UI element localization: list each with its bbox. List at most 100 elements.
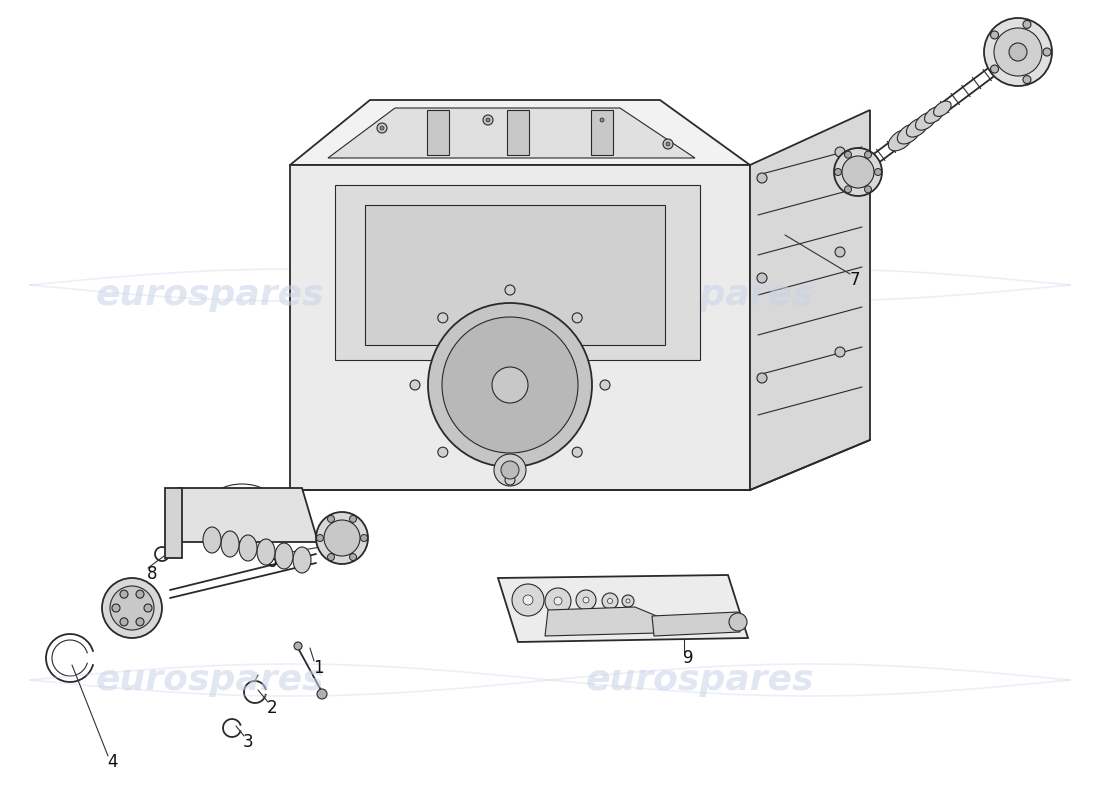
- Polygon shape: [290, 100, 750, 165]
- Circle shape: [438, 313, 448, 323]
- Circle shape: [600, 380, 610, 390]
- Circle shape: [626, 599, 630, 603]
- Circle shape: [984, 18, 1052, 86]
- Text: 2: 2: [266, 699, 277, 717]
- Circle shape: [994, 28, 1042, 76]
- Circle shape: [486, 118, 490, 122]
- Circle shape: [1009, 43, 1027, 61]
- Text: eurospares: eurospares: [96, 663, 324, 697]
- Circle shape: [1043, 48, 1050, 56]
- Ellipse shape: [204, 527, 221, 553]
- Circle shape: [328, 515, 334, 522]
- Circle shape: [317, 534, 323, 542]
- Circle shape: [990, 31, 999, 39]
- Text: eurospares: eurospares: [585, 663, 814, 697]
- Polygon shape: [328, 108, 695, 158]
- Circle shape: [757, 173, 767, 183]
- Circle shape: [874, 169, 881, 175]
- Circle shape: [512, 584, 544, 616]
- Circle shape: [350, 554, 356, 561]
- Ellipse shape: [239, 535, 257, 561]
- Circle shape: [136, 618, 144, 626]
- Circle shape: [602, 593, 618, 609]
- Circle shape: [317, 689, 327, 699]
- Ellipse shape: [906, 118, 928, 137]
- Circle shape: [500, 461, 519, 479]
- Polygon shape: [750, 110, 870, 490]
- Text: 3: 3: [243, 733, 253, 751]
- Circle shape: [522, 595, 534, 605]
- Bar: [507, 110, 529, 155]
- Polygon shape: [652, 612, 740, 636]
- Circle shape: [120, 590, 128, 598]
- Polygon shape: [544, 607, 695, 636]
- Circle shape: [294, 642, 302, 650]
- Text: 7: 7: [849, 271, 860, 289]
- Ellipse shape: [934, 101, 952, 117]
- Text: eurospares: eurospares: [585, 278, 814, 312]
- Circle shape: [494, 454, 526, 486]
- Circle shape: [110, 586, 154, 630]
- Circle shape: [600, 118, 604, 122]
- Circle shape: [572, 313, 582, 323]
- Text: 5: 5: [222, 529, 233, 547]
- Circle shape: [483, 115, 493, 125]
- Circle shape: [505, 285, 515, 295]
- Text: 9: 9: [683, 649, 693, 667]
- Circle shape: [492, 367, 528, 403]
- Circle shape: [438, 447, 448, 457]
- Circle shape: [316, 512, 369, 564]
- Polygon shape: [165, 488, 182, 558]
- Circle shape: [572, 447, 582, 457]
- Polygon shape: [498, 575, 748, 642]
- Circle shape: [729, 613, 747, 631]
- Circle shape: [842, 156, 874, 188]
- Bar: [591, 110, 613, 155]
- Bar: [427, 110, 449, 155]
- Polygon shape: [290, 165, 750, 490]
- Circle shape: [120, 618, 128, 626]
- Text: 6: 6: [266, 553, 277, 571]
- Circle shape: [845, 186, 851, 193]
- Circle shape: [576, 590, 596, 610]
- Polygon shape: [365, 205, 666, 345]
- Circle shape: [990, 65, 999, 73]
- Circle shape: [757, 373, 767, 383]
- Circle shape: [136, 590, 144, 598]
- Circle shape: [1023, 21, 1031, 29]
- Circle shape: [757, 273, 767, 283]
- Circle shape: [835, 247, 845, 257]
- Polygon shape: [178, 488, 318, 542]
- Circle shape: [621, 595, 634, 607]
- Ellipse shape: [898, 124, 921, 144]
- Polygon shape: [336, 185, 700, 360]
- Circle shape: [102, 578, 162, 638]
- Ellipse shape: [221, 531, 239, 557]
- Ellipse shape: [924, 106, 944, 123]
- Circle shape: [112, 604, 120, 612]
- Ellipse shape: [293, 547, 311, 573]
- Ellipse shape: [275, 543, 293, 569]
- Circle shape: [544, 588, 571, 614]
- Circle shape: [428, 303, 592, 467]
- Ellipse shape: [257, 539, 275, 565]
- Circle shape: [442, 317, 578, 453]
- Circle shape: [865, 186, 871, 193]
- Circle shape: [666, 142, 670, 146]
- Circle shape: [834, 148, 882, 196]
- Circle shape: [865, 151, 871, 158]
- Circle shape: [328, 554, 334, 561]
- Circle shape: [845, 151, 851, 158]
- Circle shape: [1023, 75, 1031, 83]
- Circle shape: [607, 598, 613, 603]
- Circle shape: [597, 115, 607, 125]
- Circle shape: [350, 515, 356, 522]
- Circle shape: [835, 169, 842, 175]
- Circle shape: [324, 520, 360, 556]
- Ellipse shape: [915, 112, 936, 130]
- Circle shape: [583, 597, 588, 603]
- Circle shape: [410, 380, 420, 390]
- Text: eurospares: eurospares: [96, 278, 324, 312]
- Circle shape: [835, 347, 845, 357]
- Circle shape: [554, 597, 562, 605]
